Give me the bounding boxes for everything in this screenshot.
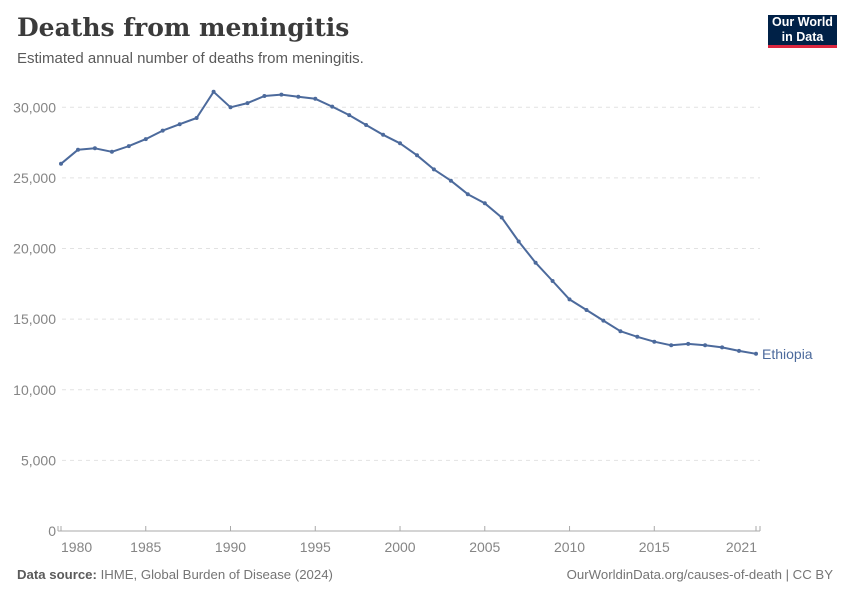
page-title: Deaths from meningitis	[17, 13, 350, 42]
data-point[interactable]	[550, 279, 555, 283]
x-tick-label: 2005	[469, 539, 500, 555]
data-point[interactable]	[76, 147, 80, 152]
data-point[interactable]	[92, 146, 97, 151]
data-point[interactable]	[754, 351, 758, 356]
data-point[interactable]	[720, 345, 725, 350]
x-tick-label: 1995	[300, 539, 331, 555]
data-point[interactable]	[584, 308, 589, 312]
ethiopia-line-series[interactable]	[60, 90, 757, 355]
series-label-ethiopia[interactable]: Ethiopia	[762, 346, 813, 362]
y-tick-label: 0	[48, 523, 56, 539]
data-point[interactable]	[516, 239, 521, 244]
data-point[interactable]	[109, 149, 114, 154]
data-point[interactable]	[59, 161, 63, 166]
data-source-label: Data source:	[17, 567, 97, 582]
x-tick-label: 2015	[639, 539, 670, 555]
data-source: Data source: IHME, Global Burden of Dise…	[17, 567, 333, 582]
data-point[interactable]	[465, 192, 470, 197]
data-source-text: IHME, Global Burden of Disease (2024)	[100, 567, 333, 582]
data-point[interactable]	[686, 341, 691, 346]
x-tick-label: 1990	[215, 539, 246, 555]
x-tick-label: 1980	[61, 539, 92, 555]
logo-line-1: Our World	[772, 15, 833, 29]
data-point[interactable]	[482, 201, 487, 206]
data-point[interactable]	[296, 94, 301, 99]
data-point[interactable]	[381, 132, 386, 137]
y-tick-label: 5,000	[21, 452, 56, 468]
y-tick-label: 10,000	[13, 382, 56, 398]
y-tick-label: 15,000	[13, 311, 56, 327]
data-point[interactable]	[330, 104, 335, 109]
data-point[interactable]	[635, 334, 640, 339]
x-tick-label: 1985	[130, 539, 161, 555]
y-tick-label: 25,000	[13, 170, 56, 186]
data-point[interactable]	[533, 260, 538, 265]
data-point[interactable]	[431, 167, 436, 172]
chart-footer: Data source: IHME, Global Burden of Dise…	[0, 567, 850, 582]
data-point[interactable]	[601, 318, 606, 323]
data-point[interactable]	[347, 113, 352, 118]
data-point[interactable]	[262, 94, 267, 98]
x-tick-label: 2000	[384, 539, 415, 555]
data-point[interactable]	[245, 101, 250, 106]
x-tick-label: 2010	[554, 539, 585, 555]
data-point[interactable]	[364, 123, 369, 127]
data-point[interactable]	[652, 339, 657, 344]
line-chart-canvas[interactable]: 0 5,000 10,000 15,000 20,000 25,000 30,000 1980…	[0, 0, 850, 565]
data-point[interactable]	[703, 343, 708, 348]
data-point[interactable]	[279, 92, 284, 97]
data-point[interactable]	[143, 137, 148, 142]
data-point[interactable]	[448, 178, 453, 183]
data-point[interactable]	[313, 96, 318, 101]
data-point[interactable]	[415, 153, 419, 158]
y-tick-label: 20,000	[13, 241, 56, 257]
data-point[interactable]	[398, 141, 402, 146]
footer-citation-link[interactable]: OurWorldinData.org/causes-of-death | CC …	[566, 567, 833, 582]
data-point[interactable]	[126, 144, 131, 149]
logo-line-2: in Data	[781, 30, 824, 44]
data-point[interactable]	[737, 348, 741, 353]
data-point[interactable]	[228, 105, 233, 110]
data-point[interactable]	[177, 122, 182, 127]
data-point[interactable]	[194, 116, 199, 120]
data-point[interactable]	[618, 329, 623, 334]
data-point[interactable]	[499, 215, 504, 220]
x-tick-label: 2021	[726, 539, 757, 555]
chart-subtitle: Estimated annual number of deaths from m…	[17, 50, 364, 67]
owid-logo[interactable]: Our World in Data	[768, 15, 837, 48]
data-point[interactable]	[160, 128, 165, 133]
y-tick-label: 30,000	[13, 99, 56, 115]
data-point[interactable]	[211, 89, 216, 94]
data-point[interactable]	[669, 343, 674, 348]
data-point[interactable]	[567, 297, 572, 302]
